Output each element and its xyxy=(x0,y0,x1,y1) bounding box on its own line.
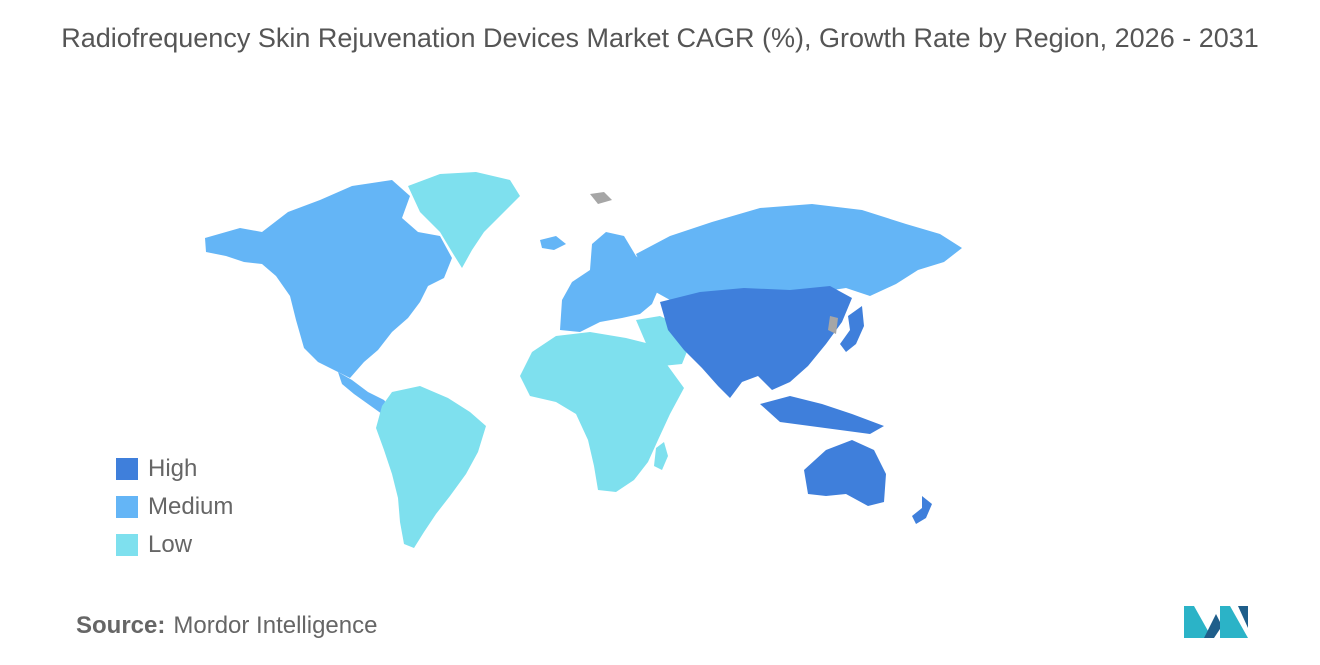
region-central-america xyxy=(338,372,392,414)
legend: High Medium Low xyxy=(116,450,233,564)
legend-label-low: Low xyxy=(148,531,193,558)
region-southeast-asia-islands xyxy=(760,396,884,434)
legend-item-high: High xyxy=(116,450,233,488)
region-asia xyxy=(660,286,852,398)
region-greenland xyxy=(408,172,520,268)
region-africa xyxy=(520,332,684,492)
region-madagascar xyxy=(654,442,668,470)
legend-swatch-low xyxy=(116,534,138,556)
region-new-zealand xyxy=(912,496,932,524)
legend-label-high: High xyxy=(148,455,198,482)
legend-swatch-medium xyxy=(116,496,138,518)
source-value: Mordor Intelligence xyxy=(173,612,378,639)
region-japan xyxy=(840,306,864,352)
source-line: Source: Mordor Intelligence xyxy=(76,612,377,640)
region-north-america xyxy=(205,180,452,378)
chart-title: Radiofrequency Skin Rejuvenation Devices… xyxy=(61,23,1259,53)
region-korea xyxy=(828,316,838,334)
mordor-intelligence-logo xyxy=(1184,606,1248,638)
legend-item-medium: Medium xyxy=(116,488,233,526)
legend-swatch-high xyxy=(116,458,138,480)
region-australia xyxy=(804,440,886,506)
region-svalbard xyxy=(590,192,612,204)
legend-label-medium: Medium xyxy=(148,493,234,520)
region-russia xyxy=(636,204,962,300)
region-south-america xyxy=(376,386,486,548)
region-europe xyxy=(560,232,658,332)
legend-item-low: Low xyxy=(116,526,233,564)
region-iceland xyxy=(540,236,566,250)
source-label: Source: xyxy=(76,612,166,639)
